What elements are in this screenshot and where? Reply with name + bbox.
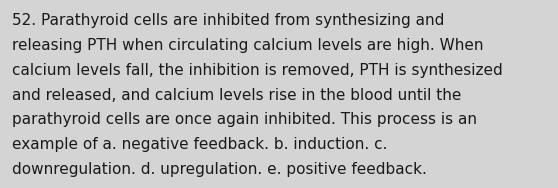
Text: downregulation. d. upregulation. e. positive feedback.: downregulation. d. upregulation. e. posi…	[12, 162, 427, 177]
Text: example of a. negative feedback. b. induction. c.: example of a. negative feedback. b. indu…	[12, 137, 388, 152]
Text: 52. Parathyroid cells are inhibited from synthesizing and: 52. Parathyroid cells are inhibited from…	[12, 13, 445, 28]
Text: parathyroid cells are once again inhibited. This process is an: parathyroid cells are once again inhibit…	[12, 112, 477, 127]
Text: releasing PTH when circulating calcium levels are high. When: releasing PTH when circulating calcium l…	[12, 38, 484, 53]
Text: and released, and calcium levels rise in the blood until the: and released, and calcium levels rise in…	[12, 88, 461, 103]
Text: calcium levels fall, the inhibition is removed, PTH is synthesized: calcium levels fall, the inhibition is r…	[12, 63, 503, 78]
